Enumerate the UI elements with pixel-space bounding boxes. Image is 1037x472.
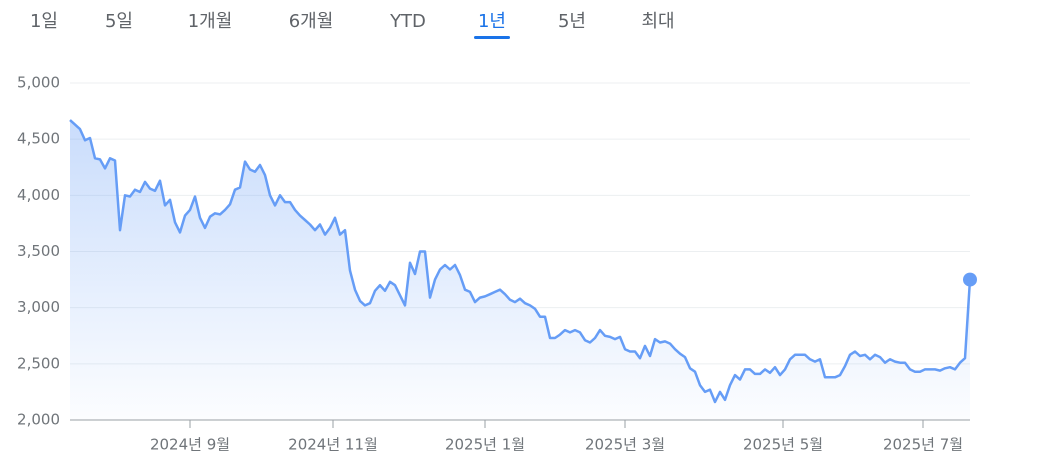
range-tabs: 1일 5일 1개월 6개월 YTD 1년 5년 최대	[30, 11, 675, 39]
x-tick-label: 2025년 3월	[585, 436, 665, 454]
x-tick-label: 2025년 7월	[883, 436, 963, 454]
range-tab[interactable]: 5년	[558, 11, 586, 32]
range-tab[interactable]: 1일	[30, 11, 58, 32]
area	[70, 120, 970, 420]
y-tick-label: 4,000	[17, 186, 60, 204]
plot	[69, 119, 977, 420]
x-tick-label: 2025년 5월	[743, 436, 823, 454]
y-tick-label: 3,500	[17, 242, 60, 260]
axes: 2,000 2,500 3,000 3,500 4,000 4,500 5,000 2024년…	[17, 74, 970, 454]
y-tick-label: 4,500	[17, 130, 60, 148]
x-tick-label: 2024년 9월	[150, 436, 230, 454]
last-point	[963, 272, 977, 287]
x-tick-label: 2025년 1월	[445, 436, 525, 454]
range-tab[interactable]: 1개월	[188, 11, 233, 32]
range-tab[interactable]: 1년	[478, 11, 506, 32]
selected-tab-underline	[473, 36, 511, 39]
y-tick-label: 5,000	[17, 74, 60, 92]
range-tab[interactable]: 최대	[641, 11, 674, 32]
range-tab[interactable]: 5일	[105, 11, 133, 32]
y-tick-label: 2,500	[17, 354, 60, 372]
y-tick-label: 3,000	[17, 298, 60, 316]
range-tab[interactable]: 6개월	[289, 11, 334, 32]
x-tick-label: 2024년 11월	[288, 436, 378, 454]
price-line	[69, 119, 972, 404]
range-tab[interactable]: YTD	[389, 11, 426, 32]
y-tick-label: 2,000	[17, 411, 60, 429]
